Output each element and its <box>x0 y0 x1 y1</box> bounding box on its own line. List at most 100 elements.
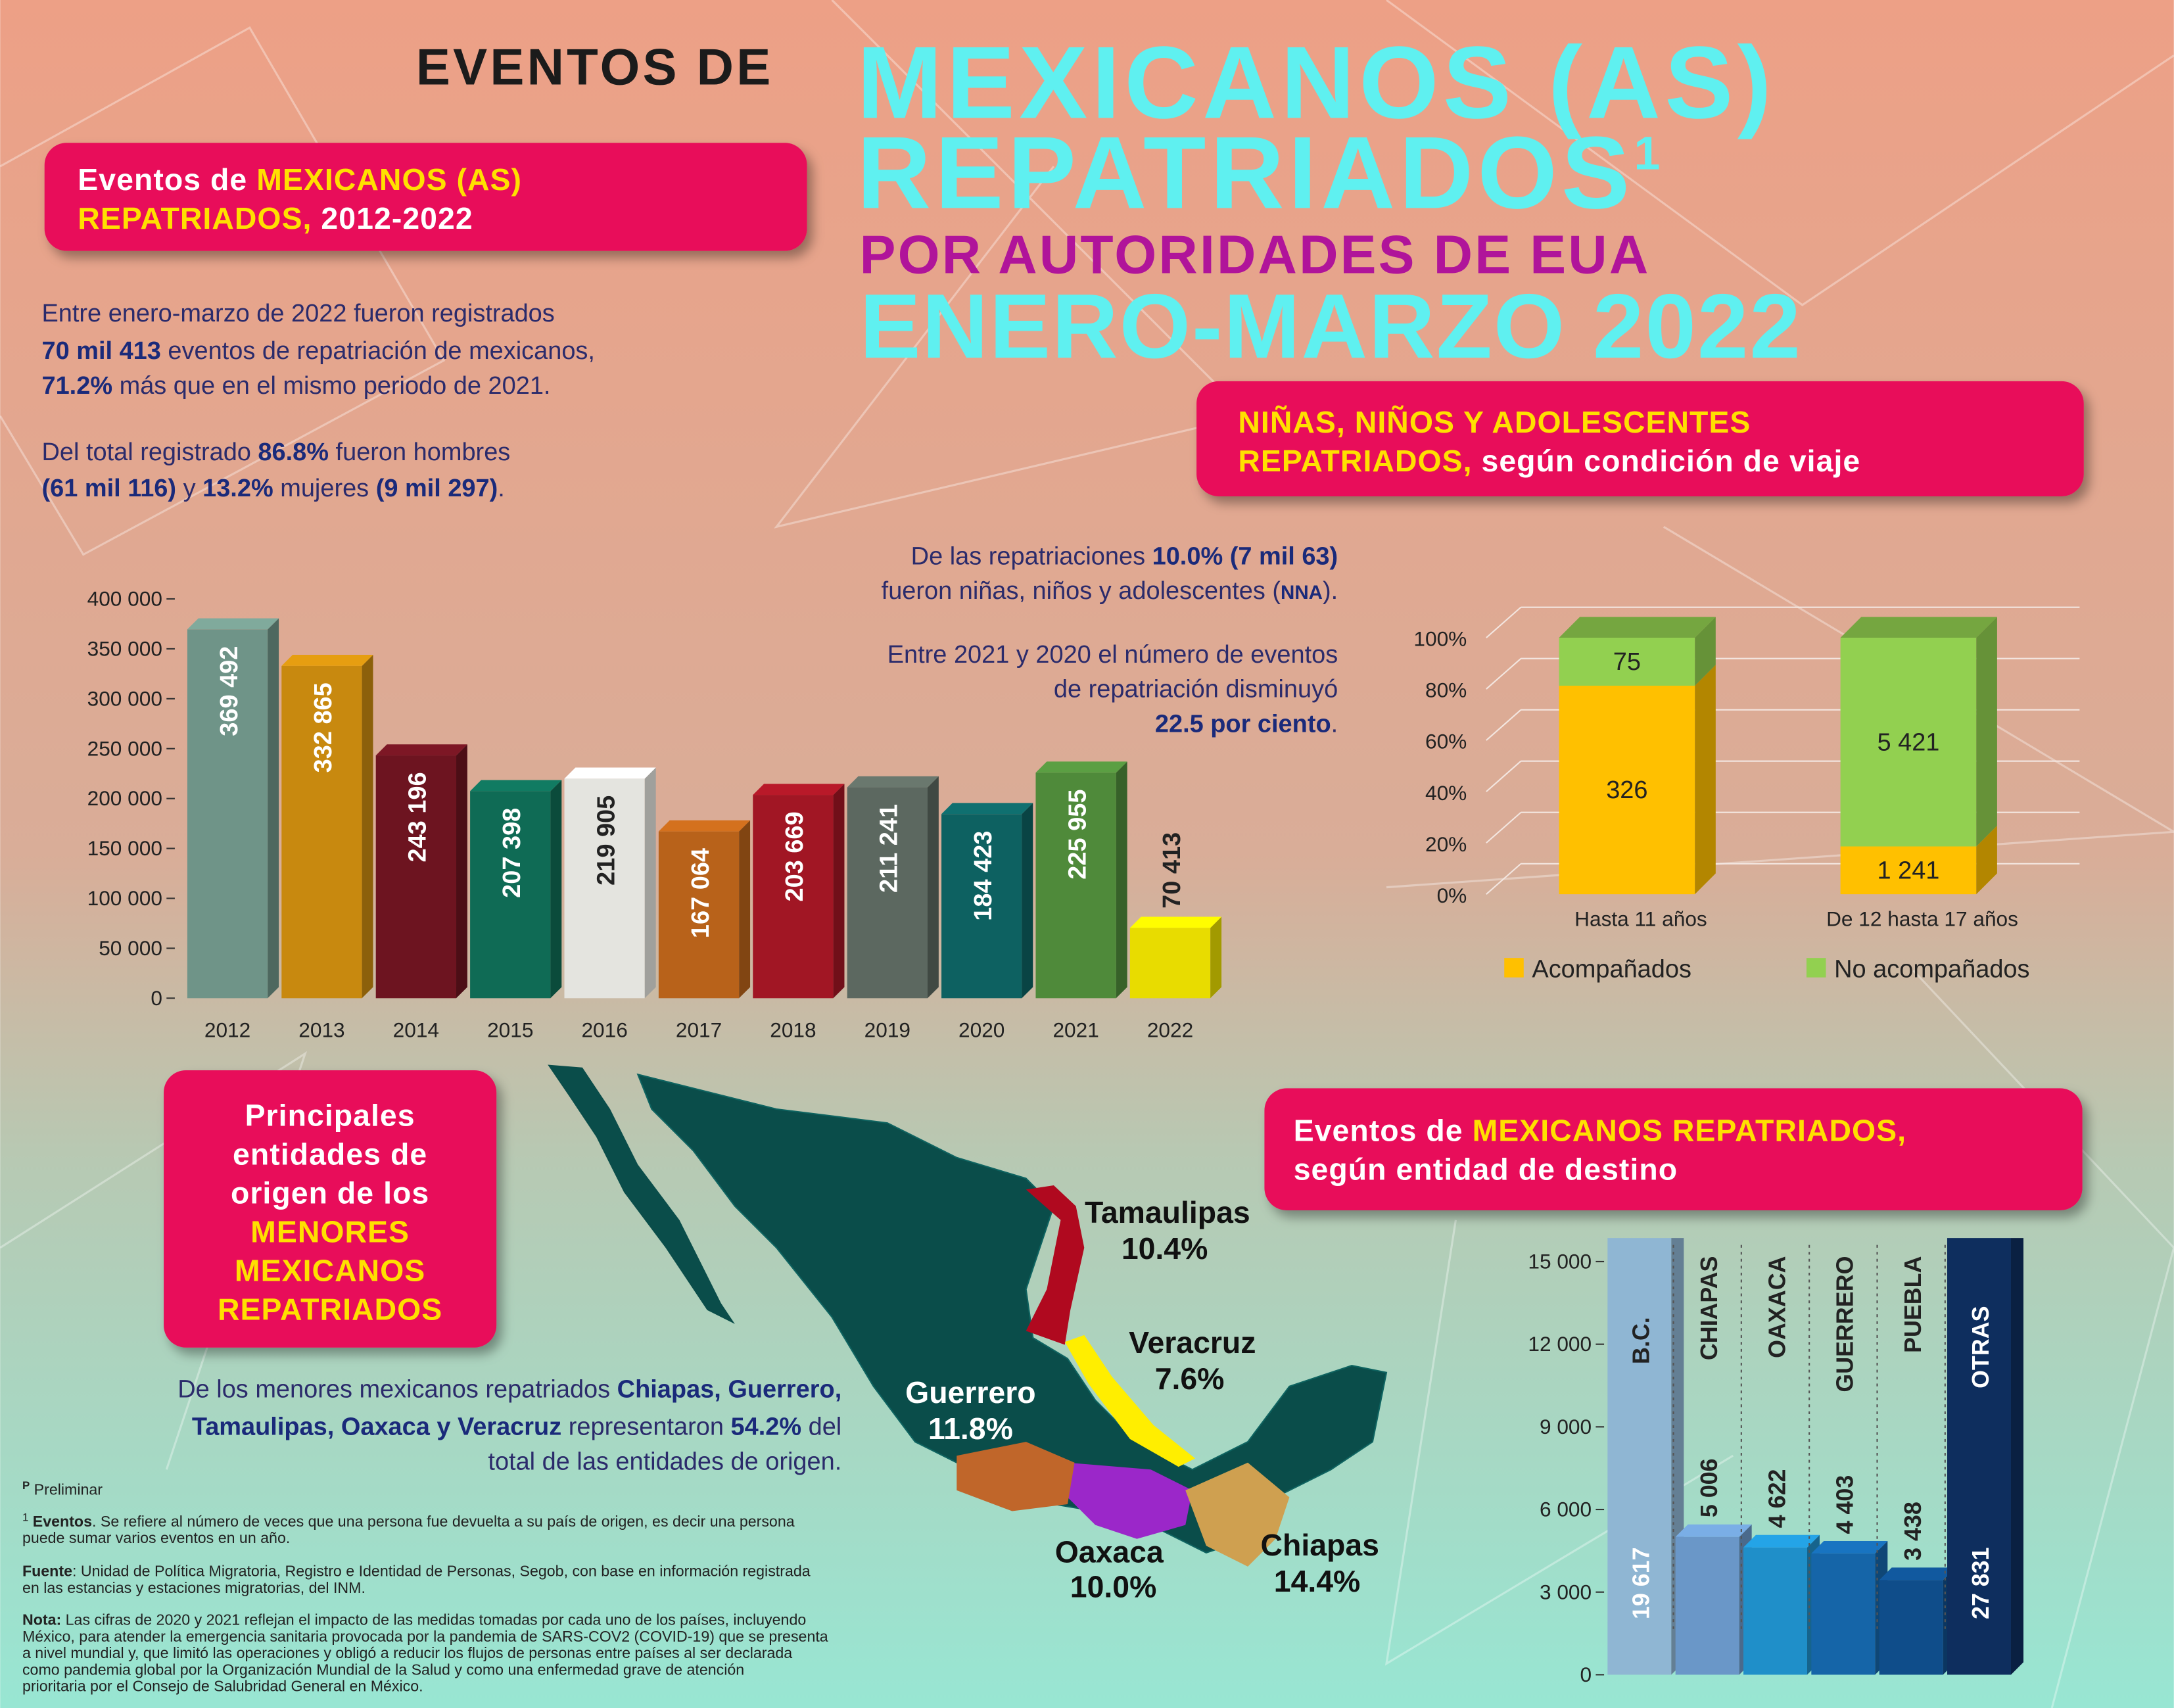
bar-segment <box>1840 638 1977 847</box>
y-tick-label: 150 000 <box>87 836 162 860</box>
x-tick-label: 2014 <box>393 1018 439 1041</box>
bar-top <box>1675 1524 1752 1537</box>
value-label: 332 865 <box>310 682 337 772</box>
value-label: 3 438 <box>1900 1502 1926 1561</box>
text: De los menores mexicanos repatriados <box>177 1376 617 1404</box>
map-label: Oaxaca <box>1055 1535 1164 1569</box>
footnote: como pandemia global por la Organización… <box>22 1661 744 1678</box>
panel-title: Eventos de MEXICANOS (AS) <box>78 162 522 197</box>
x-tick-label: 2015 <box>487 1018 533 1041</box>
bar <box>1035 772 1116 999</box>
text: NIÑAS, NIÑOS Y ADOLESCENTES <box>1238 405 1751 439</box>
panel-title: Principales <box>245 1098 415 1132</box>
x-tick-label: B.C. <box>1628 1317 1655 1364</box>
map-value: 10.0% <box>1070 1569 1156 1603</box>
x-tick-label: OTRAS <box>1968 1306 1994 1388</box>
footnote: a nivel mundial y, que limitó las operac… <box>22 1644 792 1661</box>
text: MEXICANOS (AS) <box>256 162 522 197</box>
x-tick-label: 2013 <box>298 1018 344 1041</box>
grid-line <box>1486 606 1522 638</box>
y-tick-label: 12 000 <box>1528 1332 1592 1356</box>
y-tick-label: 250 000 <box>87 736 162 760</box>
text: fueron niñas, niños y adolescentes ( <box>882 577 1281 605</box>
bar <box>375 755 457 999</box>
paragraph: de repatriación disminuyó <box>1054 676 1338 703</box>
value-label: 75 <box>1613 648 1641 676</box>
bar-top <box>470 780 562 792</box>
paragraph: Del total registrado 86.8% fueron hombre… <box>41 439 510 466</box>
text: 22.5 por ciento <box>1155 710 1331 738</box>
text: ). <box>1323 577 1338 605</box>
bar <box>1743 1547 1808 1675</box>
value-label: 207 398 <box>498 808 526 898</box>
text: (9 mil 297) <box>376 475 498 502</box>
text: fueron hombres <box>329 439 510 466</box>
text: 10.0% (7 mil 63) <box>1152 542 1338 570</box>
map-region <box>636 1073 1388 1554</box>
grid-line <box>1486 657 1522 690</box>
text: mujeres <box>273 475 376 502</box>
y-tick-label: 350 000 <box>87 636 162 660</box>
text: REPATRIADOS, <box>78 201 312 235</box>
text: Fuente <box>22 1563 72 1580</box>
charts: 0 50 000 100 000 150 000 200 000 250 000 300 0… <box>87 587 2080 1686</box>
bar-side <box>833 784 845 999</box>
bar <box>564 778 645 999</box>
panel-title: entidades de <box>233 1137 427 1171</box>
panel-title: MEXICANOS <box>235 1254 425 1288</box>
text: representaron <box>561 1413 730 1441</box>
y-tick-label: 60% <box>1425 730 1467 753</box>
paragraph: De los menores mexicanos repatriados Chi… <box>177 1376 841 1404</box>
bar-side <box>1022 803 1033 999</box>
text: MEXICANOS REPATRIADOS, <box>1473 1114 1906 1148</box>
text: : Unidad de Política Migratoria, Registr… <box>72 1563 811 1580</box>
bar <box>753 795 834 999</box>
value-label: 211 241 <box>876 804 903 893</box>
paragraph: Entre 2021 y 2020 el número de eventos <box>887 641 1338 669</box>
paragraph: Entre enero-marzo de 2022 fueron registr… <box>41 300 554 327</box>
bar <box>1607 1238 1672 1675</box>
map-label: Guerrero <box>905 1375 1035 1410</box>
paragraph: De las repatriaciones 10.0% (7 mil 63) <box>911 542 1338 570</box>
grid-line <box>1486 811 1522 843</box>
footnote: puede sumar varios eventos en un año. <box>22 1529 290 1546</box>
text: Eventos de <box>78 162 256 197</box>
text: . Se refiere al número de veces que una … <box>92 1513 795 1530</box>
y-tick-label: 0 <box>1580 1663 1592 1686</box>
legend-label: No acompañados <box>1834 956 2029 984</box>
text: De las repatriaciones <box>911 542 1152 570</box>
value-label: 243 196 <box>404 772 432 862</box>
paragraph: Tamaulipas, Oaxaca y Veracruz representa… <box>192 1413 841 1441</box>
text: 1 <box>22 1511 28 1523</box>
map-region <box>548 1064 735 1324</box>
x-tick-label: OAXACA <box>1764 1256 1790 1358</box>
bar-side <box>644 767 656 999</box>
text: . <box>1331 710 1338 738</box>
panel-title: REPATRIADOS <box>218 1293 442 1327</box>
paragraph: fueron niñas, niños y adolescentes (NNA)… <box>882 577 1338 605</box>
y-tick-label: 15 000 <box>1528 1250 1592 1273</box>
bar-top <box>1129 916 1222 928</box>
text: Tamaulipas, Oaxaca y Veracruz <box>192 1413 561 1441</box>
text: Del total registrado <box>41 439 258 466</box>
title-text: REPATRIADOS <box>857 116 1634 230</box>
text: Eventos <box>28 1513 92 1530</box>
panel-title: NIÑAS, NIÑOS Y ADOLESCENTES <box>1238 405 1751 439</box>
paragraph: 22.5 por ciento. <box>1155 710 1338 738</box>
subtitle: POR AUTORIDADES DE EUA <box>860 225 1651 285</box>
value-label: 19 617 <box>1628 1547 1655 1619</box>
text: más que en el mismo periodo de 2021. <box>112 372 550 400</box>
y-tick-label: 6 000 <box>1540 1498 1592 1521</box>
value-label: 1 241 <box>1877 857 1939 884</box>
y-tick-label: 200 000 <box>87 786 162 810</box>
bar-top <box>1879 1567 1956 1580</box>
x-tick-label: GUERRERO <box>1832 1256 1858 1392</box>
text: del <box>801 1413 841 1441</box>
bar <box>658 831 740 999</box>
value-label: 225 955 <box>1064 790 1091 880</box>
bar <box>281 665 362 999</box>
bar-side <box>362 655 373 999</box>
y-tick-label: 300 000 <box>87 686 162 710</box>
text: 70 mil 413 <box>41 337 160 365</box>
text: según condición de viaje <box>1473 444 1861 478</box>
